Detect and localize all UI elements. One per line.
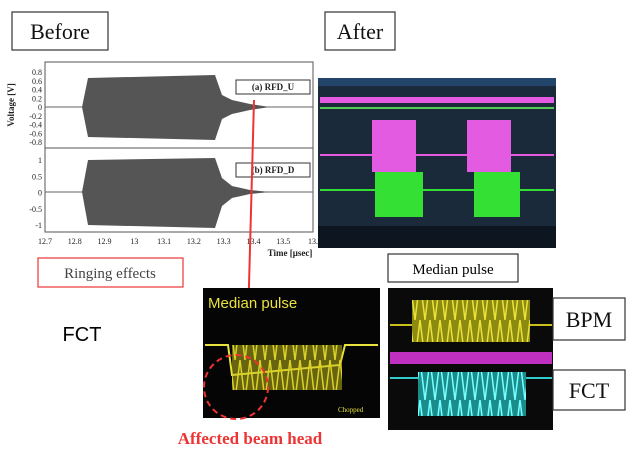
x-tick-label: 13.3 — [217, 237, 231, 246]
y-tick-label: 0.8 — [32, 68, 42, 77]
x-tick-label: 12.9 — [98, 237, 112, 246]
label-box — [552, 369, 626, 411]
pulse — [467, 120, 511, 172]
annotation: Ringing effects — [64, 266, 156, 282]
arrow — [247, 99, 255, 323]
y-tick-label: 1 — [38, 156, 42, 165]
pulse — [232, 345, 342, 390]
pulse — [474, 172, 520, 217]
label: FCT — [569, 378, 610, 403]
y-tick-label: -0.6 — [29, 129, 42, 138]
tick-labels: 0.80.60.40.20-0.2-0.4-0.6-0.810.50-0.5-1… — [29, 68, 318, 246]
after-scope — [318, 78, 556, 248]
y-tick-label: -0.8 — [29, 138, 42, 147]
waveform — [82, 75, 270, 140]
annotation: Median pulse — [412, 262, 494, 278]
before-label: Before — [30, 19, 90, 44]
x-tick-label: 12.7 — [38, 237, 52, 246]
pulse — [375, 172, 423, 217]
y-tick-label: 0 — [38, 103, 42, 112]
y-tick-label: 0.4 — [32, 86, 42, 95]
trace — [390, 352, 552, 364]
before-plot: (a) RFD_U (b) RFD_D Voltage [V] Time [μs… — [6, 61, 318, 258]
waveform — [82, 158, 270, 228]
y-tick-label: 0 — [38, 189, 42, 198]
scope-status — [318, 226, 556, 248]
y-tick-label: -0.4 — [29, 121, 42, 130]
panel-label-box — [235, 162, 311, 178]
x-tick-label: 13. — [308, 237, 318, 246]
annotation-box — [387, 253, 519, 283]
panel-label-box — [235, 79, 311, 95]
y-tick-label: 0.6 — [32, 77, 42, 86]
x-axis-label: Time [μsec] — [268, 248, 313, 258]
pulse — [418, 372, 526, 416]
label-box — [552, 297, 626, 341]
after-scope-zoom — [388, 288, 553, 430]
panel-label: (b) RFD_D — [252, 165, 295, 175]
after-label: After — [337, 19, 384, 44]
label-box — [324, 11, 396, 51]
caption: Affected beam head — [178, 429, 323, 448]
label: BPM — [566, 307, 612, 332]
x-tick-label: 13.5 — [276, 237, 290, 246]
pulse — [372, 120, 416, 172]
y-axis-label: Voltage [V] — [6, 83, 16, 126]
highlight-circle — [203, 354, 269, 420]
scope-screen — [318, 78, 556, 248]
y-tick-label: 0.5 — [32, 172, 42, 181]
panel-label: (a) RFD_U — [252, 82, 295, 92]
scope-title: Median pulse — [208, 295, 297, 312]
y-tick-label: -1 — [35, 221, 42, 230]
x-tick-label: 13 — [130, 237, 138, 246]
trace — [320, 97, 554, 103]
x-tick-label: 13.4 — [246, 237, 260, 246]
x-tick-label: 13.2 — [187, 237, 201, 246]
label-box — [11, 11, 109, 51]
annotation-box — [37, 257, 184, 288]
y-tick-label: 0.2 — [32, 94, 42, 103]
before-scope: Median pulse Chopped — [203, 288, 380, 418]
x-tick-label: 12.8 — [68, 237, 82, 246]
y-tick-label: -0.5 — [29, 205, 42, 214]
label: FCT — [63, 324, 102, 346]
scope-toolbar — [318, 78, 556, 86]
scope-note: Chopped — [338, 406, 364, 414]
y-tick-label: -0.2 — [29, 112, 42, 121]
x-tick-label: 13.1 — [157, 237, 171, 246]
pulse — [412, 300, 530, 342]
